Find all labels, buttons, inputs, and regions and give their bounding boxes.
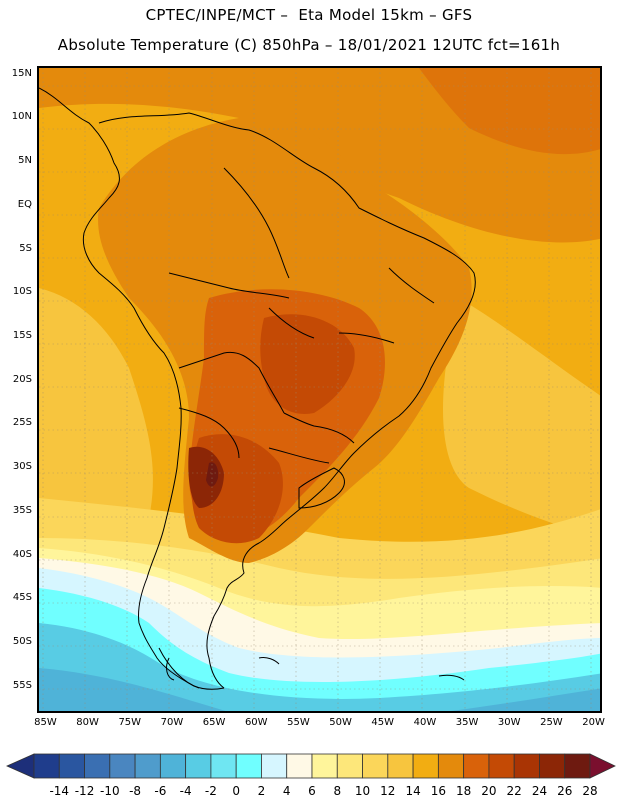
lon-tick-label: 80W — [76, 717, 99, 728]
colorbar-high-arrow — [589, 753, 616, 779]
lat-tick-label: 45S — [12, 592, 32, 604]
colorbar-swatch — [58, 753, 85, 779]
colorbar-swatch — [463, 753, 490, 779]
colorbar-tick-label: -14 — [49, 784, 70, 798]
lon-tick-label: 60W — [244, 717, 268, 728]
colorbar-swatch — [437, 753, 465, 779]
lon-tick-label: 50W — [329, 717, 352, 728]
field-pacific-west — [39, 288, 153, 538]
colorbar — [6, 753, 616, 779]
colorbar-tick-label: 18 — [455, 784, 472, 798]
colorbar-swatch — [185, 753, 212, 779]
colorbar-tick-label: -8 — [129, 784, 142, 798]
lat-tick-label: 15N — [11, 67, 32, 79]
field-south-0b — [450, 688, 600, 711]
lon-tick-label: 20W — [582, 717, 605, 728]
lat-tick-label: 25S — [12, 417, 32, 429]
coastlines — [39, 87, 476, 690]
lat-tick-label: 35S — [12, 504, 32, 516]
lon-tick-label: 70W — [160, 717, 184, 728]
colorbar-swatch — [412, 753, 439, 779]
colorbar-tick-label: 10 — [354, 784, 371, 798]
lat-tick-label: 15S — [12, 330, 32, 342]
colorbar-tick-label: 20 — [481, 784, 497, 798]
colorbar-tick-label: 26 — [557, 784, 573, 798]
lat-tick-label: 30S — [12, 461, 32, 473]
colorbar-tick-label: 4 — [282, 784, 291, 798]
map-frame — [37, 66, 602, 713]
field-atlantic-east — [443, 298, 600, 538]
lon-tick-label: 55W — [287, 717, 310, 728]
colorbar-swatch — [539, 753, 566, 779]
temperature-map — [39, 68, 600, 711]
colorbar-swatch — [33, 753, 60, 779]
colorbar-swatch — [261, 753, 288, 779]
colorbar-tick-label: 28 — [582, 784, 598, 798]
lat-tick-label: 5N — [18, 155, 32, 167]
colorbar-swatch — [286, 753, 313, 779]
colorbar-tick-label: 14 — [405, 784, 421, 798]
colorbar-tick-label: 0 — [232, 784, 240, 798]
colorbar-swatch — [488, 753, 515, 779]
colorbar-low-arrow — [6, 753, 35, 779]
colorbar-tick-label: 6 — [308, 784, 316, 798]
colorbar-tick-label: -2 — [204, 784, 217, 798]
colorbar-swatch — [387, 753, 414, 779]
colorbar-swatch — [134, 753, 161, 779]
lon-tick-label: 65W — [202, 717, 226, 728]
colorbar-swatch — [513, 753, 540, 779]
field-brazil-24 — [260, 314, 355, 414]
lat-tick-label: 55S — [12, 679, 32, 691]
chart-title-line1: CPTEC/INPE/MCT – Eta Model 15km – GFS — [145, 6, 473, 24]
lat-tick-label: 50S — [12, 636, 32, 648]
colorbar-tick-label: 12 — [380, 784, 396, 798]
field-south-0 — [39, 668, 226, 711]
colorbar-tick-label: 22 — [506, 784, 522, 798]
colorbar-tick-label: -4 — [179, 784, 192, 798]
lon-tick-label: 35W — [455, 717, 479, 728]
colorbar-swatch — [336, 753, 363, 779]
colorbar-swatch — [564, 753, 591, 779]
lat-tick-label: EQ — [17, 198, 32, 210]
colorbar-tick-label: 8 — [333, 784, 342, 798]
lon-tick-label: 45W — [371, 717, 395, 728]
colorbar-tick-label: 16 — [430, 784, 446, 798]
lat-tick-label: 40S — [12, 548, 32, 560]
lat-tick-label: 10N — [11, 111, 32, 123]
colorbar-swatch — [210, 753, 237, 779]
field-hotspot-26 — [188, 446, 224, 508]
lon-tick-label: 30W — [497, 717, 521, 728]
colorbar-swatch — [109, 753, 136, 779]
colorbar-tick-label: -6 — [154, 784, 167, 798]
field-north-warm — [419, 68, 600, 155]
lon-tick-label: 40W — [413, 717, 437, 728]
colorbar-swatch — [311, 753, 338, 779]
colorbar-tick-label: -12 — [74, 784, 95, 798]
lon-tick-label: 85W — [34, 717, 57, 728]
colorbar-swatch — [159, 753, 187, 779]
colorbar-swatch — [235, 753, 262, 779]
chart-title-line2: Absolute Temperature (C) 850hPa – 18/01/… — [57, 36, 561, 54]
colorbar-tick-label: 24 — [531, 784, 548, 798]
colorbar-swatch — [362, 753, 389, 779]
lat-tick-label: 20S — [12, 373, 32, 385]
colorbar-tick-label: -10 — [100, 784, 120, 798]
colorbar-swatch — [84, 753, 111, 779]
lon-tick-label: 25W — [540, 717, 563, 728]
colorbar-tick-label: 2 — [257, 784, 266, 798]
lon-tick-label: 75W — [118, 717, 142, 728]
lat-tick-label: 5S — [19, 242, 32, 254]
lat-tick-label: 10S — [12, 286, 32, 298]
